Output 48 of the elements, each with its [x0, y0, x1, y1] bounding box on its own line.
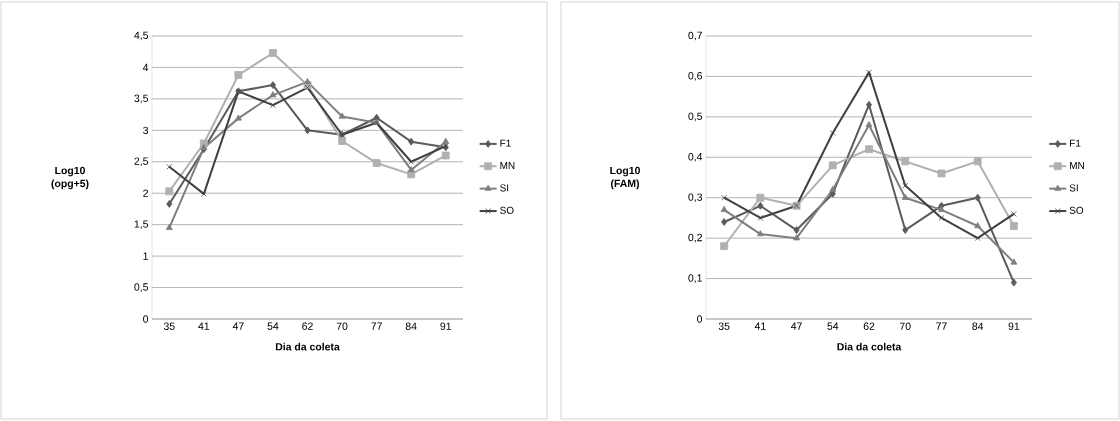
legend-label: F1 [500, 139, 511, 147]
y-tick-label: 0 [143, 315, 149, 323]
y-tick-label: 0,4 [688, 152, 703, 162]
x-tick-label: 91 [1008, 322, 1020, 330]
x-tick-label: 70 [336, 322, 348, 330]
x-tick-label: 91 [440, 322, 452, 330]
legend-label: F1 [1070, 139, 1081, 147]
y-tick-label: 0 [697, 315, 703, 323]
y-tick-label: 3 [143, 126, 149, 135]
x-tick-label: 84 [405, 322, 417, 330]
y-tick-label: 2,5 [134, 157, 149, 167]
x-tick-label: 62 [302, 322, 313, 330]
y-axis-title: Log10 (opg+5) [51, 166, 89, 190]
y-tick-label: 3,5 [134, 94, 149, 104]
y-tick-label: 0,7 [688, 31, 702, 41]
legend-label: SI [500, 184, 509, 192]
y-tick-label: 0,6 [688, 72, 703, 81]
y-tick-label: 1,5 [134, 220, 149, 229]
x-tick-label: 35 [718, 322, 730, 330]
x-tick-label: 54 [827, 322, 839, 330]
x-tick-label: 41 [198, 322, 210, 330]
y-tick-label: 0,3 [688, 193, 703, 203]
x-tick-label: 62 [863, 322, 875, 330]
x-tick-label: 41 [754, 322, 766, 330]
legend-label: MN [500, 162, 515, 169]
y-tick-label: 4,5 [134, 31, 149, 41]
x-tick-label: 84 [972, 322, 984, 330]
y-axis-title: Log10 (FAM) [610, 166, 640, 190]
y-tick-label: 1 [143, 252, 148, 260]
x-tick-label: 77 [371, 322, 382, 330]
x-tick-label: 47 [790, 322, 802, 330]
y-tick-label: 0,5 [134, 283, 149, 292]
y-tick-label: 0,2 [688, 233, 702, 243]
x-tick-label: 47 [232, 322, 244, 330]
y-tick-label: 0,1 [688, 274, 702, 283]
x-tick-label: 70 [899, 322, 911, 330]
y-tick-label: 0,5 [688, 112, 703, 122]
legend-label: SO [1069, 206, 1084, 214]
x-tick-label: 77 [936, 322, 947, 330]
legend-label: SO [500, 206, 514, 214]
x-axis-title: Dia da coleta [837, 342, 902, 351]
x-tick-label: 35 [163, 322, 175, 330]
x-axis-title: Dia da coleta [275, 342, 340, 351]
legend-label: SI [1069, 184, 1078, 192]
y-tick-label: 4 [142, 63, 149, 72]
x-tick-label: 54 [267, 322, 279, 330]
y-tick-label: 2 [143, 189, 148, 197]
legend-label: MN [1070, 162, 1084, 169]
